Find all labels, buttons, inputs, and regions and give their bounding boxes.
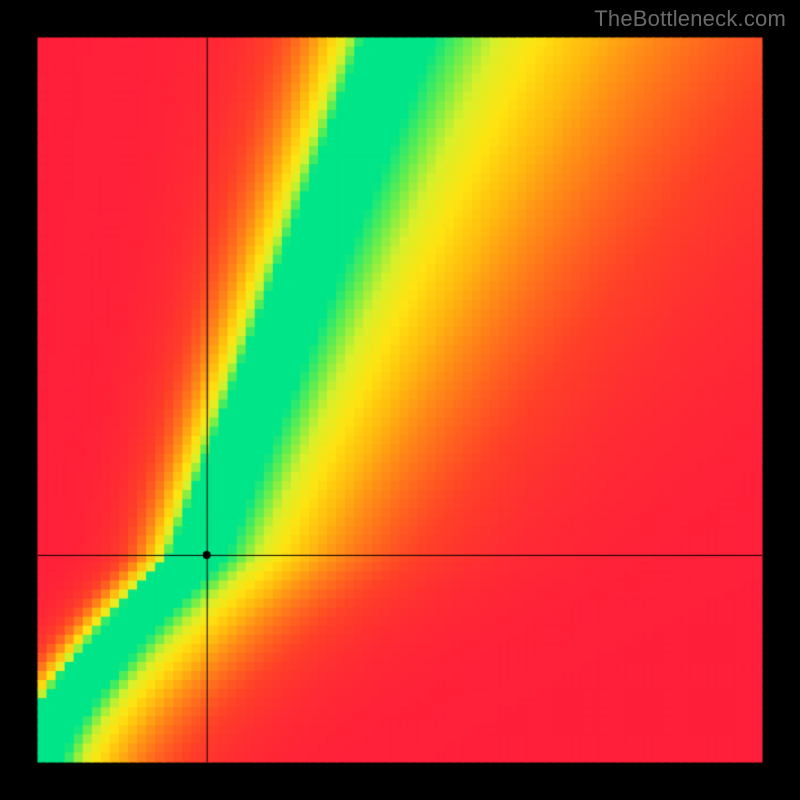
heatmap-canvas [0,0,800,800]
chart-container: TheBottleneck.com [0,0,800,800]
watermark-text: TheBottleneck.com [594,6,786,32]
